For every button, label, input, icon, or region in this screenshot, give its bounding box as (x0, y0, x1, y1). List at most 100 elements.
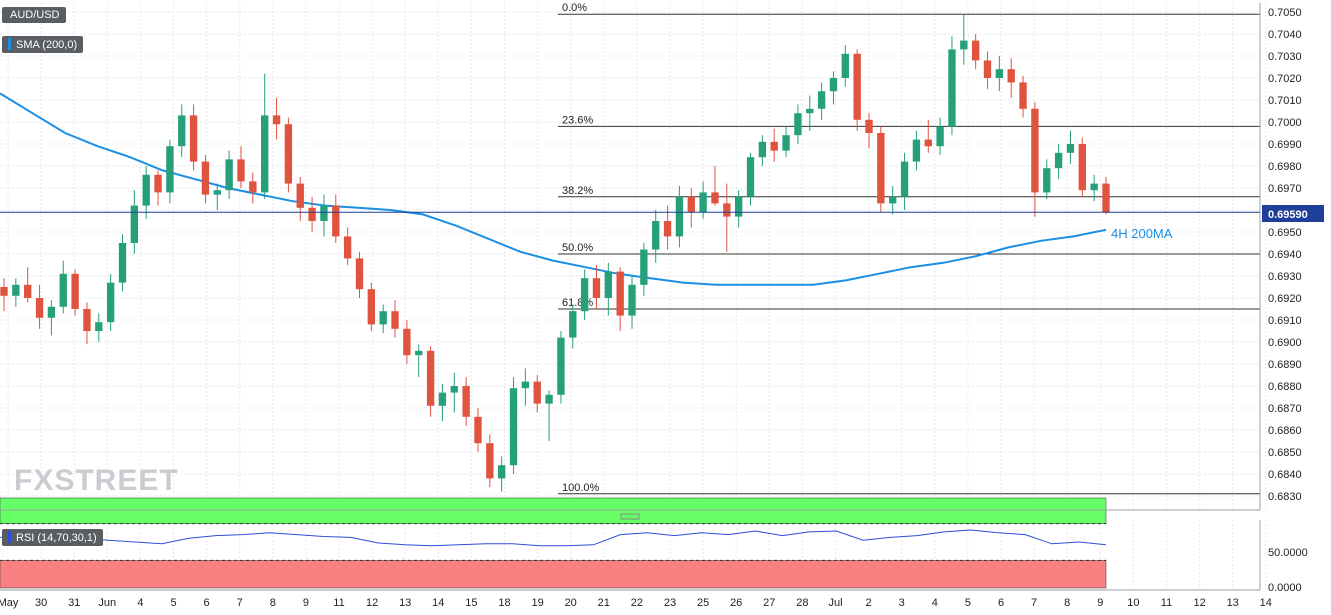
candle-body (545, 394, 553, 404)
candle-body (35, 298, 44, 318)
y-tick-label: 0.7030 (1268, 51, 1302, 63)
x-tick-label: Jul (828, 597, 842, 609)
candle-body (1078, 144, 1086, 191)
x-tick-label: 11 (333, 597, 344, 609)
candle-body (462, 386, 470, 417)
candle-body (12, 284, 20, 296)
current-price-label: 0.69590 (1268, 209, 1308, 221)
candle-body (794, 113, 802, 136)
x-tick-label: 3 (899, 597, 905, 609)
candle-body (995, 69, 1004, 78)
candle-body (106, 282, 115, 323)
fib-level-label: 50.0% (562, 242, 593, 254)
y-tick-label: 0.6860 (1268, 425, 1302, 437)
fib-level-label: 61.8% (562, 297, 593, 309)
x-tick-label: 4 (932, 597, 938, 609)
x-tick-label: 7 (1031, 597, 1037, 609)
sma-path (0, 92, 1107, 286)
candle-body (889, 196, 897, 204)
candle-body (379, 311, 387, 325)
y-tick-label: 0.7040 (1268, 29, 1302, 41)
sma-legend-text: SMA (200,0) (16, 39, 78, 51)
candle-body (24, 284, 32, 298)
candles (0, 14, 1110, 492)
current-price-badge (1262, 205, 1324, 222)
x-tick-label: 13 (399, 597, 411, 609)
x-tick-label: 15 (465, 597, 477, 609)
x-tick-label: 27 (763, 597, 775, 609)
grid (0, 3, 1267, 588)
y-tick-label: 0.6900 (1268, 337, 1302, 349)
candle-body (154, 174, 162, 193)
y-tick-label: 0.6970 (1268, 183, 1302, 195)
candle-body (1031, 108, 1039, 193)
x-tick-label: 25 (697, 597, 709, 609)
candle-body (640, 249, 648, 285)
y-tick-label: 0.6910 (1268, 315, 1302, 327)
y-tick-label: 0.6990 (1268, 139, 1302, 151)
fib-level-label: 100.0% (562, 482, 600, 494)
y-tick-label: 0.6980 (1268, 161, 1302, 173)
x-tick-label: 23 (664, 597, 676, 609)
candle-body (237, 159, 245, 182)
candle-body (699, 192, 707, 213)
candle-body (71, 273, 79, 309)
y-tick-label: 0.6850 (1268, 447, 1302, 459)
x-tick-label: May (0, 597, 19, 609)
x-tick-label: 14 (1260, 597, 1272, 609)
candle-body (652, 221, 660, 250)
candle-body (663, 221, 672, 237)
candle-body (746, 157, 755, 197)
fib-level-label: 0.0% (562, 2, 587, 14)
y-tick-label: 0.6890 (1268, 359, 1302, 371)
candle-body (355, 258, 364, 290)
candle-body (367, 289, 376, 325)
x-tick-label: 21 (598, 597, 610, 609)
candle-body (983, 60, 992, 78)
x-tick-label: 5 (965, 597, 971, 609)
x-tick-label: 22 (631, 597, 643, 609)
candle-body (569, 311, 577, 338)
candle-body (770, 141, 778, 151)
candle-body (438, 392, 447, 406)
candle-body (391, 311, 399, 329)
candle-body (675, 196, 684, 237)
x-tick-label: 31 (68, 597, 80, 609)
x-tick-label: 4 (137, 597, 143, 609)
candle-body (83, 309, 91, 331)
ma-annotation: 4H 200MA (1111, 226, 1173, 241)
sma-200-line (0, 92, 1107, 286)
candle-body (948, 49, 956, 127)
candle-body (628, 284, 636, 316)
candle-body (817, 91, 826, 109)
x-tick-label: 12 (1193, 597, 1205, 609)
candle-body (130, 205, 139, 243)
candle-body (1007, 69, 1015, 83)
axes: 0.6830 0.6840 0.6850 0.6860 0.6870 0.6880 0.68… (0, 3, 1308, 609)
candle-body (841, 53, 849, 78)
y-tick-label: 0.6830 (1268, 491, 1302, 503)
candle-body (806, 108, 814, 114)
x-tick-label: 26 (730, 597, 742, 609)
rsi-overbought-zone (0, 497, 1107, 524)
y-tick-label: 0.6880 (1268, 381, 1302, 393)
candle-body (1066, 144, 1075, 153)
x-tick-label: 8 (270, 597, 276, 609)
candle-body (450, 386, 458, 393)
candle-body (142, 174, 150, 206)
candle-body (592, 278, 601, 298)
candle-body (900, 161, 909, 197)
y-tick-label: 0.6950 (1268, 227, 1302, 239)
x-tick-label: 6 (204, 597, 210, 609)
candle-body (971, 40, 980, 61)
rsi-swatch-icon (8, 531, 11, 543)
x-tick-label: 9 (1097, 597, 1103, 609)
watermark: FXSTREET (14, 464, 179, 497)
fib-level-label: 23.6% (562, 114, 593, 126)
candle-body (960, 40, 968, 50)
y-tick-label: 0.6840 (1268, 469, 1302, 481)
x-tick-label: 28 (796, 597, 808, 609)
candle-body (201, 161, 210, 195)
candle-body (758, 141, 767, 158)
